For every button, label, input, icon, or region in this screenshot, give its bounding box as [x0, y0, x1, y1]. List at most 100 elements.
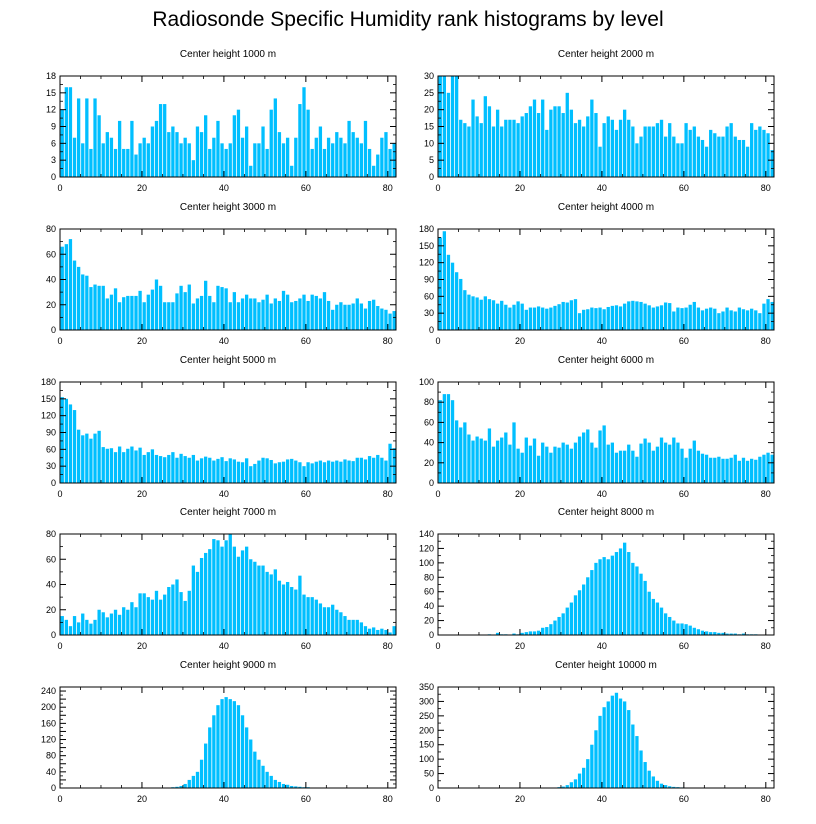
histogram-bar — [561, 613, 565, 635]
histogram-bar — [351, 461, 355, 483]
histogram-bar — [257, 143, 261, 177]
histogram-bar — [758, 126, 762, 177]
histogram-bar — [495, 440, 500, 483]
histogram-bar — [450, 400, 455, 483]
histogram-bar — [101, 285, 105, 330]
histogram-bar — [85, 275, 89, 330]
histogram-bar — [232, 546, 236, 636]
histogram-bar — [85, 433, 89, 483]
histogram-bar — [668, 123, 672, 177]
histogram-bar — [179, 453, 183, 483]
y-tick-label: 50 — [424, 769, 434, 779]
histogram-bar — [290, 458, 294, 483]
histogram-bar — [126, 609, 130, 635]
histogram-bar — [594, 113, 598, 177]
histogram-bar — [598, 307, 602, 330]
histogram-bar — [208, 549, 212, 635]
histogram-bar — [635, 736, 639, 788]
histogram-bar — [438, 237, 442, 330]
histogram-bar — [93, 619, 97, 635]
histogram-bar — [195, 126, 200, 177]
histogram-bar — [64, 87, 68, 177]
histogram-bar — [524, 437, 528, 483]
histogram-bar — [331, 143, 335, 177]
figure-title: Radiosonde Specific Humidity rank histog… — [152, 8, 664, 31]
histogram-bar — [130, 446, 134, 483]
histogram-bar — [277, 300, 282, 330]
histogram-bar — [463, 123, 467, 177]
histogram-bar — [163, 302, 167, 330]
histogram-bar — [704, 631, 709, 635]
histogram-bar — [273, 569, 277, 635]
y-tick-label: 60 — [424, 587, 434, 597]
histogram-bar — [216, 120, 220, 177]
histogram-bar — [651, 307, 655, 330]
histogram-bar — [725, 633, 729, 635]
histogram-bar — [257, 460, 261, 483]
histogram-bar — [696, 629, 701, 635]
histogram-bar — [269, 109, 273, 177]
histogram-bar — [610, 555, 614, 635]
y-tick-label: 0 — [51, 325, 56, 335]
histogram-bar — [138, 290, 142, 330]
histogram-bar — [355, 457, 359, 483]
histogram-bar — [163, 457, 167, 483]
histogram-bar — [557, 304, 561, 330]
histogram-bar — [508, 119, 512, 177]
histogram-bar — [240, 462, 245, 483]
histogram-bar — [126, 448, 130, 483]
histogram-bar — [717, 136, 721, 177]
histogram-bar — [610, 695, 614, 788]
histogram-bar — [528, 631, 533, 635]
histogram-bar — [733, 136, 737, 177]
histogram-bar — [187, 284, 191, 330]
histogram-bar — [244, 294, 249, 330]
histogram-bar — [249, 559, 253, 635]
histogram-bar — [294, 460, 298, 483]
y-tick-label: 20 — [46, 300, 56, 310]
histogram-bar — [549, 307, 553, 330]
histogram-bar — [450, 262, 455, 330]
histogram-bar — [631, 724, 635, 788]
histogram-bar — [331, 461, 335, 483]
histogram-bar — [208, 727, 212, 788]
panel-title: Center height 3000 m — [180, 202, 276, 213]
histogram-bar — [590, 442, 594, 483]
histogram-bar — [561, 301, 565, 330]
histogram-bar — [220, 457, 224, 483]
histogram-bar — [639, 750, 643, 788]
plot-frame — [59, 686, 397, 789]
x-tick-label: 80 — [383, 336, 393, 346]
histogram-bar — [204, 552, 208, 635]
histogram-bar — [614, 305, 619, 330]
histogram-bar — [93, 98, 97, 177]
histogram-bar — [326, 300, 331, 330]
histogram-bar — [655, 123, 660, 177]
histogram-bar — [191, 454, 196, 483]
histogram-bar — [138, 447, 142, 483]
histogram-bar — [81, 274, 85, 330]
y-tick-label: 0 — [51, 783, 56, 793]
histogram-bar — [363, 120, 368, 177]
histogram-bar — [298, 462, 302, 483]
histogram-bar — [216, 705, 220, 788]
histogram-bar — [113, 148, 118, 177]
histogram-bar — [240, 715, 245, 788]
histogram-bar — [663, 785, 668, 788]
histogram-bar — [134, 450, 138, 483]
histogram-bar — [154, 120, 159, 177]
histogram-bar — [372, 165, 376, 177]
histogram-bar — [524, 113, 528, 177]
histogram-bar — [487, 106, 492, 177]
y-tick-label: 120 — [419, 258, 434, 268]
histogram-bar — [253, 463, 257, 483]
x-tick-label: 60 — [301, 336, 311, 346]
histogram-bar — [64, 398, 68, 483]
histogram-bar — [606, 701, 610, 788]
histogram-bar — [228, 458, 232, 483]
histogram-panel-1: Center height 1000 m 0 20 40 60 80 0 3 6 9 12 15 18 — [46, 49, 397, 193]
histogram-bar — [183, 292, 187, 331]
histogram-bar — [602, 557, 606, 635]
y-tick-label: 350 — [419, 682, 434, 692]
histogram-bar — [163, 594, 167, 635]
